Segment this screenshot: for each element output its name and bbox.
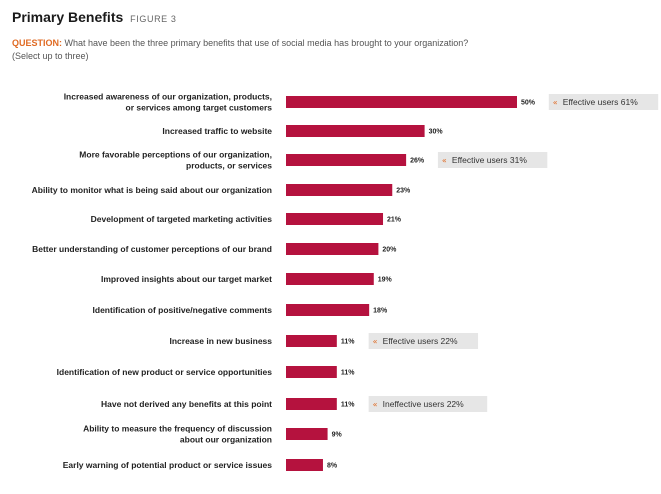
value-label: 19% [378,277,393,284]
category-label: Increased awareness of our organization,… [64,92,273,113]
callout-text: Effective users 31% [452,155,527,165]
callout-box [368,333,479,349]
double-chevron-left-icon: « [442,156,447,165]
chart-title-text: Primary Benefits [12,9,124,25]
double-chevron-left-icon: « [553,98,558,107]
question: QUESTION: What have been the three prima… [12,37,532,63]
category-label: Better understanding of customer percept… [32,244,272,254]
category-label: Have not derived any benefits at this po… [101,399,272,409]
double-chevron-left-icon: « [373,337,378,346]
question-label: QUESTION: [12,38,63,48]
category-label: Development of targeted marketing activi… [91,214,273,224]
value-label: 20% [382,247,397,254]
category-label: More favorable perceptions of our organi… [79,150,272,171]
category-label: Improved insights about our target marke… [101,274,272,284]
question-text: What have been the three primary benefit… [64,38,469,48]
callout-box [437,152,548,168]
bar [286,428,328,440]
question-note: (Select up to three) [12,51,89,61]
bar [286,154,407,166]
value-label: 11% [341,402,355,409]
value-label: 11% [341,339,355,346]
callout-box [548,94,659,110]
chart-title: Primary Benefits FIGURE 3 [12,9,176,25]
category-label: Increased traffic to website [162,126,272,136]
callout-text: Ineffective users 22% [383,399,465,409]
double-chevron-left-icon: « [373,400,378,409]
value-label: 9% [332,432,343,439]
bar [286,96,517,108]
value-label: 21% [387,217,402,224]
value-label: 8% [327,463,338,470]
bar [286,125,425,137]
bar [286,398,337,410]
bar [286,366,337,378]
category-label: Identification of positive/negative comm… [93,305,273,315]
category-label: Identification of new product or service… [57,367,273,377]
bar [286,335,337,347]
category-label: Increase in new business [169,336,272,346]
callout-text: Effective users 61% [563,97,638,107]
value-label: 11% [341,370,355,377]
category-label: Early warning of potential product or se… [63,460,273,470]
value-label: 26% [410,158,425,165]
value-label: 23% [396,188,411,195]
bar [286,184,393,196]
callout-text: Effective users 22% [383,336,458,346]
bar [286,273,374,285]
category-label: Ability to monitor what is being said ab… [32,185,272,195]
callout-box [368,396,488,412]
bar [286,243,379,255]
bar [286,459,323,471]
value-label: 30% [429,129,444,136]
value-label: 18% [373,308,388,315]
figure-label: FIGURE 3 [130,14,177,24]
bar [286,304,370,316]
bar [286,213,384,225]
category-label: Ability to measure the frequency of disc… [83,424,272,445]
value-label: 50% [521,100,536,107]
